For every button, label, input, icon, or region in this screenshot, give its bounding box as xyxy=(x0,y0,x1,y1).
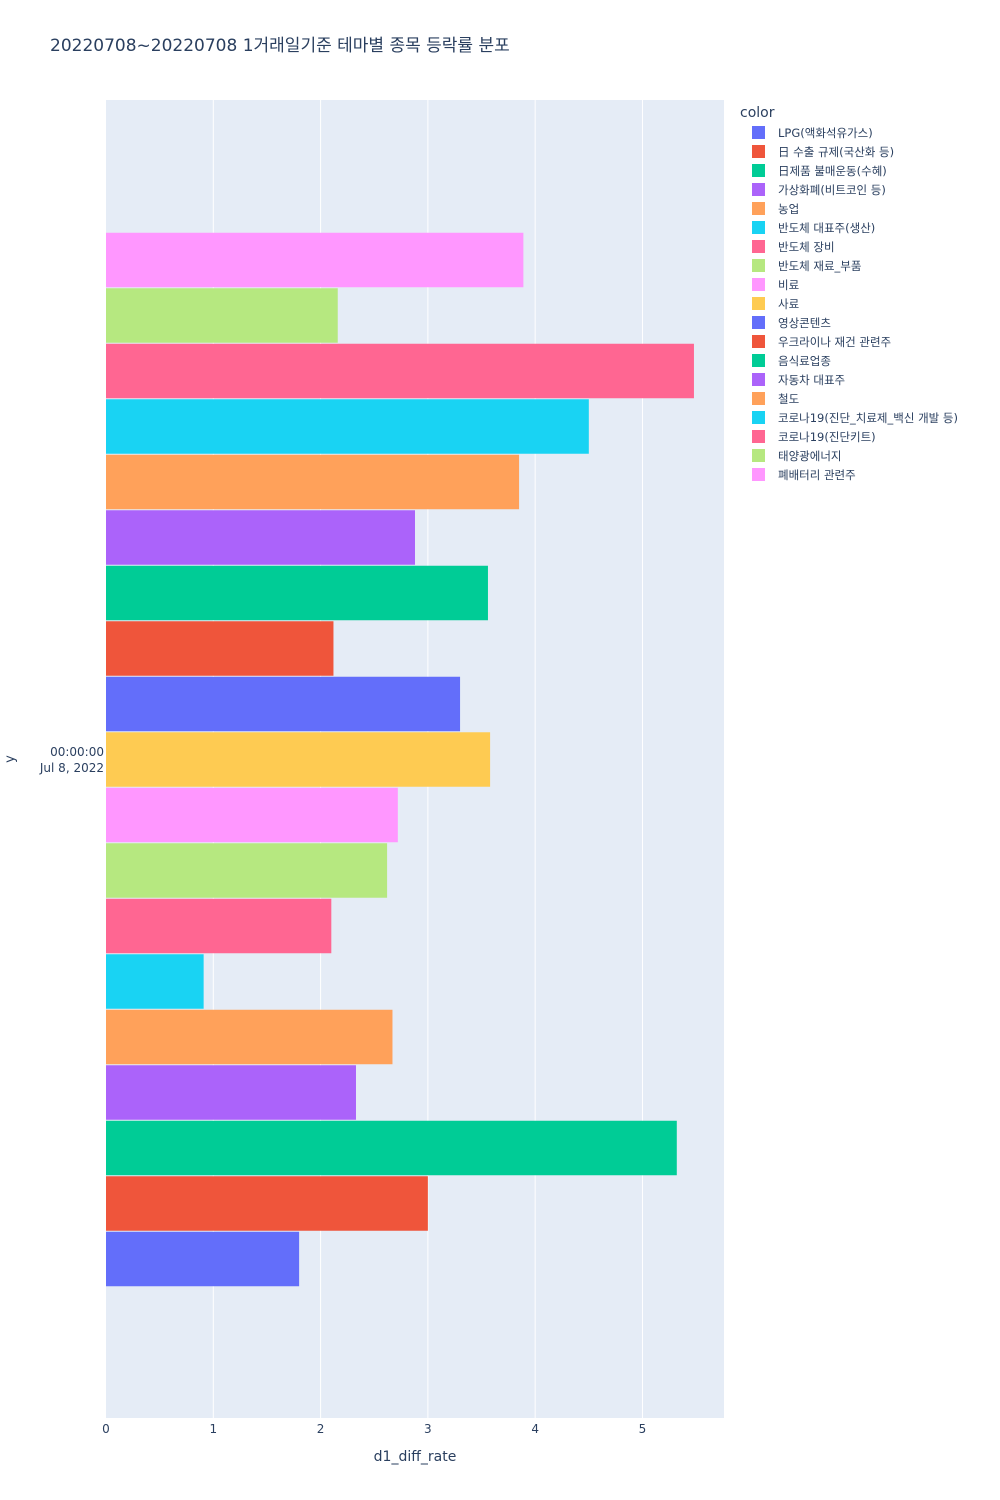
legend-item[interactable]: 가상화폐(비트코인 등) xyxy=(740,180,998,199)
legend-swatch xyxy=(752,126,765,139)
legend-swatch xyxy=(752,183,765,196)
x-tick-label: 5 xyxy=(639,1422,647,1436)
chart-title: 20220708~20220708 1거래일기준 테마별 종목 등락률 분포 xyxy=(50,36,510,56)
bar-13[interactable] xyxy=(106,565,488,621)
legend-item[interactable]: 영상콘텐츠 xyxy=(740,313,998,332)
bar-2[interactable] xyxy=(106,1176,428,1231)
bar-15[interactable] xyxy=(106,454,520,510)
legend-label: 가상화폐(비트코인 등) xyxy=(778,182,886,197)
legend-item[interactable]: 폐배터리 관련주 xyxy=(740,465,998,484)
legend-item[interactable]: 반도체 장비 xyxy=(740,237,998,256)
bar-12[interactable] xyxy=(106,621,334,676)
legend-swatch xyxy=(752,259,765,272)
x-tick-label: 1 xyxy=(209,1422,217,1436)
legend-label: 비료 xyxy=(778,277,800,292)
bar-5[interactable] xyxy=(106,1009,393,1065)
bar-10[interactable] xyxy=(106,732,491,787)
legend-item[interactable]: 반도체 대표주(생산) xyxy=(740,218,998,237)
bar-14[interactable] xyxy=(106,510,415,565)
legend-item[interactable]: 태양광에너지 xyxy=(740,446,998,465)
legend-item[interactable]: 철도 xyxy=(740,389,998,408)
legend-label: 반도체 대표주(생산) xyxy=(778,220,876,235)
legend-swatch xyxy=(752,468,765,481)
legend-swatch xyxy=(752,316,765,329)
legend-swatch xyxy=(752,411,765,424)
legend-label: 우크라이나 재건 관련주 xyxy=(778,334,892,349)
legend-label: 코로나19(진단키트) xyxy=(778,429,876,444)
bar-9[interactable] xyxy=(106,787,398,843)
legend-label: 반도체 재료_부품 xyxy=(778,258,862,273)
legend-title: color xyxy=(740,105,775,121)
bars xyxy=(106,232,694,1287)
bar-4[interactable] xyxy=(106,1065,356,1120)
bar-6[interactable] xyxy=(106,954,204,1009)
legend-swatch xyxy=(752,240,765,253)
legend-item[interactable]: 日 수출 규제(국산화 등) xyxy=(740,142,998,161)
legend-swatch xyxy=(752,221,765,234)
legend-item[interactable]: 日제품 불매운동(수혜) xyxy=(740,161,998,180)
bar-19[interactable] xyxy=(106,232,524,288)
legend-label: 日 수출 규제(국산화 등) xyxy=(778,144,895,159)
legend-label: 농업 xyxy=(778,201,800,216)
legend: color LPG(액화석유가스) 日 수출 규제(국산화 등) 日제품 불매운동(… xyxy=(740,104,998,484)
legend-item[interactable]: 비료 xyxy=(740,275,998,294)
legend-swatch xyxy=(752,354,765,367)
legend-swatch xyxy=(752,430,765,443)
legend-label: 日제품 불매운동(수혜) xyxy=(778,163,887,178)
legend-item[interactable]: LPG(액화석유가스) xyxy=(740,123,998,142)
legend-swatch xyxy=(752,164,765,177)
y-tick-label-date: Jul 8, 2022 xyxy=(39,761,104,775)
legend-item[interactable]: 사료 xyxy=(740,294,998,313)
legend-swatch xyxy=(752,373,765,386)
legend-label: 폐배터리 관련주 xyxy=(778,467,856,482)
legend-label: 음식료업종 xyxy=(778,353,831,368)
legend-label: 코로나19(진단_치료제_백신 개발 등) xyxy=(778,410,958,425)
legend-label: 태양광에너지 xyxy=(778,448,842,463)
legend-item[interactable]: 음식료업종 xyxy=(740,351,998,370)
x-tick-label: 0 xyxy=(102,1422,110,1436)
legend-item[interactable]: 코로나19(진단키트) xyxy=(740,427,998,446)
x-tick-label: 2 xyxy=(317,1422,325,1436)
legend-swatch xyxy=(752,297,765,310)
x-axis-title: d1_diff_rate xyxy=(374,1449,457,1465)
bar-3[interactable] xyxy=(106,1120,677,1176)
legend-label: LPG(액화석유가스) xyxy=(778,125,873,140)
bar-1[interactable] xyxy=(106,1231,300,1287)
legend-label: 사료 xyxy=(778,296,800,311)
legend-label: 반도체 장비 xyxy=(778,239,835,254)
y-axis-title: y xyxy=(3,755,18,763)
legend-item[interactable]: 반도체 재료_부품 xyxy=(740,256,998,275)
bar-18[interactable] xyxy=(106,288,338,343)
x-tick-label: 4 xyxy=(531,1422,539,1436)
legend-swatch xyxy=(752,449,765,462)
x-tick-labels: 0 1 2 3 4 5 xyxy=(102,1422,646,1436)
legend-swatch xyxy=(752,145,765,158)
bar-11[interactable] xyxy=(106,676,461,732)
legend-label: 자동차 대표주 xyxy=(778,372,846,387)
bar-8[interactable] xyxy=(106,843,388,898)
bar-16[interactable] xyxy=(106,399,589,454)
legend-label: 철도 xyxy=(778,391,800,406)
legend-item[interactable]: 코로나19(진단_치료제_백신 개발 등) xyxy=(740,408,998,427)
legend-item[interactable]: 농업 xyxy=(740,199,998,218)
legend-item[interactable]: 우크라이나 재건 관련주 xyxy=(740,332,998,351)
legend-swatch xyxy=(752,202,765,215)
bar-17[interactable] xyxy=(106,343,694,399)
legend-swatch xyxy=(752,278,765,291)
x-tick-label: 3 xyxy=(424,1422,432,1436)
legend-swatch xyxy=(752,335,765,348)
legend-item[interactable]: 자동차 대표주 xyxy=(740,370,998,389)
y-tick-label-time: 00:00:00 xyxy=(50,745,104,759)
bar-7[interactable] xyxy=(106,898,332,954)
legend-label: 영상콘텐츠 xyxy=(778,315,831,330)
legend-swatch xyxy=(752,392,765,405)
